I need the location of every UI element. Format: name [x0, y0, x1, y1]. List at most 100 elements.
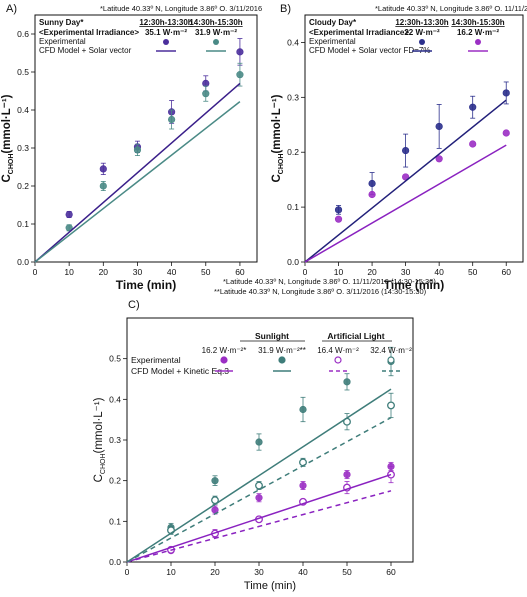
y-tick-label: 0.4 [109, 394, 121, 404]
x-axis-label: Time (min) [244, 580, 296, 592]
legend-irr-3: 16.4 W·m⁻² [317, 346, 359, 355]
y-tick-label: 0.0 [109, 557, 121, 567]
model-line-3 [34, 82, 241, 263]
panel-label-b: B) [280, 3, 291, 15]
x-tick-label: 10 [334, 267, 344, 277]
legend-subtitle: <Experimental Irradiance> [309, 28, 409, 37]
legend-col2-header: 14:30h-15:30h [451, 18, 504, 27]
data-point [368, 190, 376, 199]
data-point [387, 401, 395, 410]
y-axis-label-sub: CHOH [100, 453, 107, 474]
data-point [99, 165, 107, 173]
legend-irr-2: 31.9 W·m⁻²** [258, 346, 306, 355]
legend-col2-header: 14:30h-15:30h [189, 18, 242, 27]
legend-group-artificial: Artificial Light [327, 331, 384, 341]
y-axis-label-main: C [1, 174, 13, 182]
legend-col1-value: 22 W·m⁻² [404, 28, 440, 37]
x-tick-label: 10 [64, 267, 74, 277]
y-axis-label-unit: (mmol·L⁻¹) [93, 397, 105, 453]
y-axis-label-unit: (mmol·L⁻¹) [271, 94, 283, 153]
panel-c-note-1: *Latitude 40.33º N, Longitude 3.86º O. 1… [223, 277, 436, 286]
x-tick-label: 60 [235, 267, 245, 277]
legend-col1-value: 35.1 W·m⁻² [145, 28, 187, 37]
legend-row-model: CFD Model + Solar vector [39, 46, 132, 55]
y-tick-label: 0.5 [17, 67, 29, 77]
data-point [211, 496, 219, 505]
y-tick-label: 0.4 [287, 37, 299, 47]
y-tick-label: 0.2 [109, 476, 121, 486]
x-axis-label: Time (min) [116, 278, 176, 292]
x-tick-label: 30 [133, 267, 143, 277]
legend-panel-c: Sunlight Artificial Light 16.2 W·m⁻²* 31.9 … [131, 331, 412, 376]
x-tick-label: 50 [468, 267, 478, 277]
legend-col2-value: 16.2 W·m⁻² [457, 28, 499, 37]
data-point [133, 146, 142, 154]
legend-marker [419, 39, 425, 45]
data-point [65, 210, 73, 219]
legend-marker [220, 356, 228, 364]
y-axis-label-main: C [271, 174, 283, 182]
y-axis-label: CCHOH(mmol·L⁻¹) [271, 94, 285, 182]
model-line-3 [304, 99, 507, 263]
x-tick-label: 40 [298, 567, 308, 577]
y-tick-label: 0.1 [109, 516, 121, 526]
legend-panel-b: Cloudy Day*<Experimental Irradiance>Expe… [309, 18, 505, 55]
legend-col2-value: 31.9 W·m⁻² [195, 28, 237, 37]
data-point [502, 129, 510, 137]
y-tick-label: 0.2 [17, 181, 29, 191]
x-tick-label: 40 [167, 267, 177, 277]
chart-panel-3: 0 10 20 30 40 50 60 0.0 0.1 0.2 0.3 0.4 0.5 Time (min… [93, 317, 414, 592]
legend-group-sunlight: Sunlight [255, 331, 289, 341]
model-line-5 [126, 473, 392, 563]
data-point [255, 494, 263, 502]
legend-subtitle: <Experimental Irradiance> [39, 28, 139, 37]
x-tick-label: 50 [201, 267, 211, 277]
y-tick-label: 0.1 [287, 202, 299, 212]
data-point [334, 206, 343, 214]
y-tick-label: 0.0 [287, 257, 299, 267]
y-tick-label: 0.1 [17, 219, 29, 229]
legend-marker [163, 39, 169, 45]
data-point [402, 146, 410, 155]
model-line-4 [34, 101, 241, 263]
x-tick-label: 0 [33, 267, 38, 277]
data-point [299, 405, 307, 414]
legend-irr-4: 32.4 W·m⁻² [370, 346, 412, 355]
panel-a-note: *Latitude 40.33º N, Longitude 3.86º O. 3… [100, 4, 262, 13]
model-line-4 [304, 144, 507, 263]
data-point [299, 481, 307, 490]
data-point [299, 458, 307, 467]
legend-row-experimental: Experimental [131, 355, 181, 365]
data-point [343, 378, 351, 386]
y-axis-label-main: C [93, 474, 105, 482]
legend-row-experimental: Experimental [309, 37, 356, 46]
y-tick-label: 0.3 [109, 435, 121, 445]
x-tick-label: 30 [254, 567, 264, 577]
x-tick-label: 40 [434, 267, 444, 277]
y-tick-label: 0.6 [17, 29, 29, 39]
plot-frame [304, 14, 524, 263]
model-line-6 [126, 388, 392, 563]
legend-row-experimental: Experimental [39, 37, 86, 46]
legend-marker [475, 39, 481, 45]
chart-panel-1: 0 10 20 30 40 50 60 0.0 0.1 0.2 0.3 0.4 0.5 0.6 Time (… [1, 14, 258, 292]
panel-label-c: C) [128, 299, 140, 311]
legend-marker [334, 356, 342, 364]
legend-title: Sunny Day* [39, 18, 84, 27]
x-axis-label: Time (min) [384, 278, 444, 292]
data-point [202, 90, 210, 98]
data-point [211, 477, 219, 485]
data-point [236, 71, 244, 79]
y-axis-label-sub: CHOH [8, 154, 15, 175]
data-point [255, 438, 263, 446]
data-point [168, 115, 176, 124]
x-tick-label: 0 [303, 267, 308, 277]
legend-title: Cloudy Day* [309, 18, 357, 27]
data-point [469, 103, 477, 111]
y-tick-label: 0.3 [17, 143, 29, 153]
x-tick-label: 10 [166, 567, 176, 577]
panel-label-a: A) [6, 3, 17, 15]
x-tick-label: 50 [342, 567, 352, 577]
